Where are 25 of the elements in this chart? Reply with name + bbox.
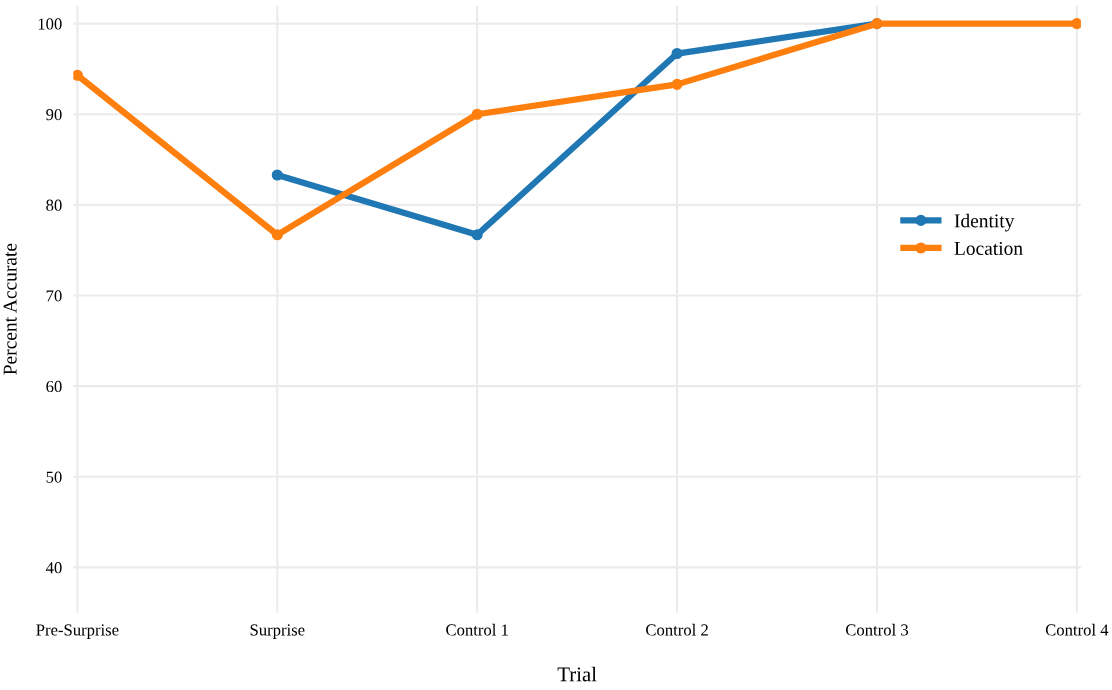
- x-tick-label: Control 1: [446, 623, 508, 636]
- y-tick-label: 40: [45, 562, 62, 574]
- y-tick-label: 60: [46, 380, 62, 393]
- point: [1071, 18, 1081, 30]
- legend-label: Location: [954, 241, 1023, 255]
- point: [271, 169, 283, 181]
- x-tick-label: Control 2: [646, 623, 708, 636]
- point: [471, 108, 483, 120]
- y-tick-label: 100: [38, 18, 62, 30]
- x-tick-label: Control 4: [1045, 623, 1109, 636]
- y-axis-title: Percent Accurate: [3, 243, 17, 375]
- point: [671, 47, 683, 60]
- y-tick-label: 80: [46, 199, 62, 211]
- x-tick-label: Pre-Surprise: [36, 624, 119, 639]
- point: [271, 229, 283, 241]
- x-tick-label: Surprise: [250, 624, 305, 639]
- point: [73, 69, 83, 81]
- y-tick-label: 70: [46, 290, 62, 302]
- y-tick-label: 50: [46, 471, 62, 483]
- legend-label: Identity: [954, 213, 1015, 232]
- x-axis-title: Trial: [557, 666, 597, 682]
- x-tick-label: Control 3: [845, 623, 909, 636]
- point: [471, 229, 483, 241]
- y-tick-label: 90: [46, 108, 62, 121]
- point: [671, 78, 683, 90]
